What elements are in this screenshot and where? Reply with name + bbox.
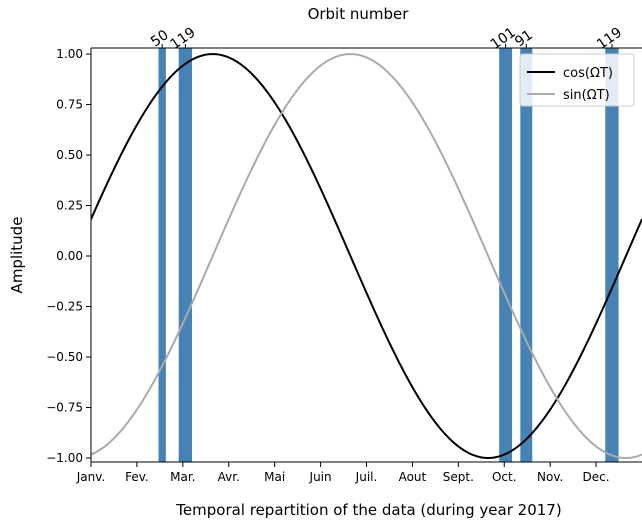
- ticks: Janv. Fev. Mar. Avr. Mai Juin Juil. Aout Sept. Oc…: [46, 47, 609, 484]
- orbit-band-3: [520, 48, 533, 462]
- x-tick-label-9: Oct.: [492, 470, 517, 484]
- orbit-label-3: 91: [512, 27, 536, 50]
- y-tick-label-3: 0.25: [56, 199, 83, 213]
- chart-title: Orbit number: [308, 5, 410, 23]
- legend: cos(ΩT) sin(ΩT): [519, 53, 635, 107]
- x-tick-label-6: Juil.: [355, 470, 378, 484]
- legend-label-sin: sin(ΩT): [563, 88, 610, 103]
- x-tick-label-5: Juin: [309, 470, 332, 484]
- x-tick-label-10: Nov.: [537, 470, 563, 484]
- y-tick-label-5: −0.25: [46, 299, 83, 313]
- x-tick-label-1: Fev.: [125, 470, 149, 484]
- y-tick-label-8: −1.00: [46, 451, 83, 465]
- x-tick-label-2: Mar.: [170, 470, 195, 484]
- curves: [91, 53, 642, 459]
- y-tick-label-6: −0.50: [46, 350, 83, 364]
- y-tick-label-2: 0.50: [56, 148, 83, 162]
- y-tick-label-4: 0.00: [56, 249, 83, 263]
- orbit-band-4: [605, 48, 619, 462]
- x-axis-label: Temporal repartition of the data (during…: [175, 501, 561, 519]
- orbit-band-2: [499, 48, 513, 462]
- x-tick-label-0: Janv.: [76, 470, 105, 484]
- axes: [90, 47, 642, 463]
- orbit-band-0: [158, 48, 166, 462]
- y-axis-label: Amplitude: [8, 217, 26, 294]
- x-tick-label-4: Mai: [264, 470, 285, 484]
- x-tick-label-7: Aout: [399, 470, 427, 484]
- series-line-sin: [91, 53, 642, 459]
- y-tick-label-1: 0.75: [56, 98, 83, 112]
- x-tick-label-11: Dec.: [583, 470, 610, 484]
- series-line-cos: [91, 53, 642, 459]
- x-tick-label-3: Avr.: [218, 470, 240, 484]
- orbit-bands: [158, 48, 619, 462]
- y-tick-label-7: −0.75: [46, 400, 83, 414]
- x-tick-label-8: Sept.: [443, 470, 474, 484]
- legend-label-cos: cos(ΩT): [563, 66, 613, 81]
- y-tick-label-0: 1.00: [56, 47, 83, 61]
- orbit-band-1: [178, 48, 193, 462]
